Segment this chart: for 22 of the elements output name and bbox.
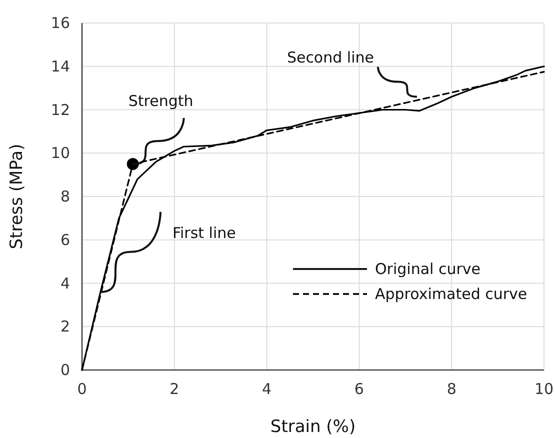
annotation: First line: [172, 224, 236, 242]
y-tick-label: 0: [60, 361, 70, 379]
y-tick-label: 4: [60, 274, 70, 292]
y-tick-label: 16: [50, 14, 70, 32]
y-tick-label: 14: [50, 57, 70, 76]
x-tick-label: 6: [354, 380, 364, 398]
annotation: Second line: [286, 48, 374, 67]
y-tick-label: 2: [60, 318, 70, 336]
x-tick-label: 10: [534, 380, 554, 398]
x-axis-title: Strain (%): [270, 417, 356, 437]
y-tick-label: 10: [50, 144, 70, 162]
x-tick-label: 0: [77, 380, 87, 398]
legend-label: Approximated curve: [375, 285, 528, 303]
y-tick-label: 12: [50, 100, 70, 119]
y-axis-title: Stress (MPa): [7, 144, 27, 250]
x-tick-label: 2: [170, 380, 180, 398]
y-tick-label: 6: [60, 230, 70, 249]
x-tick-label: 4: [262, 380, 272, 398]
legend-label: Original curve: [375, 260, 480, 278]
annotation: Strength: [128, 92, 194, 110]
y-tick-label: 8: [60, 188, 70, 206]
x-tick-label: 8: [446, 380, 456, 398]
